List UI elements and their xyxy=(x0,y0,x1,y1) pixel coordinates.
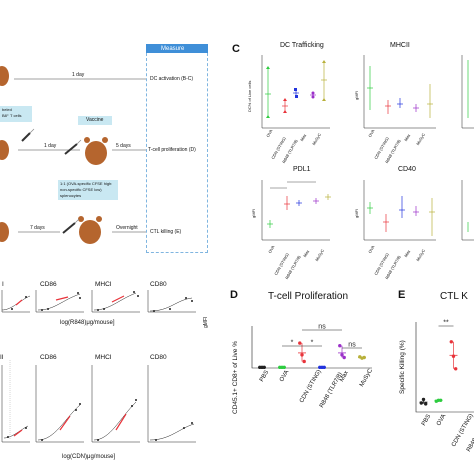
mouse-icon xyxy=(79,220,101,244)
d-plot-marks: * * ns ns xyxy=(251,324,372,370)
panel-c-label: C xyxy=(232,43,240,55)
row3-interval-2: Overnight xyxy=(116,225,138,231)
syringe-icon xyxy=(64,139,82,155)
b-row2-title-1: II xyxy=(0,354,4,361)
significance-label: * xyxy=(311,340,314,347)
c-title-pdl1: PDL1 xyxy=(293,166,311,173)
row2-measure: T-cell proliferation (D) xyxy=(148,147,196,153)
data-point xyxy=(439,398,443,402)
b-row1-title-4: CD80 xyxy=(150,281,167,288)
data-point xyxy=(421,397,426,402)
data-point xyxy=(322,365,326,370)
measure-column-border xyxy=(146,53,208,253)
data-point xyxy=(424,402,428,406)
c-title-cd40: CD40 xyxy=(398,166,416,173)
mouse-icon xyxy=(85,141,107,165)
data-point xyxy=(342,355,346,360)
b-row2-title-2: CD86 xyxy=(40,354,57,361)
data-point xyxy=(302,359,306,364)
row2-interval-1: 1 day xyxy=(44,143,57,149)
d-title: T-cell Proliferation xyxy=(268,291,349,302)
data-point xyxy=(362,355,366,360)
b-row2-title-3: MHCI xyxy=(95,354,112,361)
significance-label: * xyxy=(291,340,294,347)
c-title-trafficking: DC Trafficking xyxy=(280,42,324,49)
data-point xyxy=(454,367,458,371)
b-row2-xlabel: log(CDN)μg/mouse] xyxy=(62,454,116,460)
row3-note-2: non-specific CFSE low) xyxy=(60,187,102,192)
e-title: CTL K xyxy=(440,291,468,302)
row1-interval: 1 day xyxy=(72,72,85,78)
vaccine-box xyxy=(78,116,112,125)
significance-label: ns xyxy=(348,342,356,349)
row2-note-2: B8⁺ T cells xyxy=(2,113,22,118)
b-row1-title-1: I xyxy=(2,281,4,288)
data-point xyxy=(451,354,456,358)
row3-note-3: splenocytes xyxy=(60,193,82,198)
row3-note-1: 1:1 (OVA-specific CFSE high: xyxy=(60,181,113,186)
mouse-icon xyxy=(0,222,9,242)
b-row1-title-3: MHCI xyxy=(95,281,112,288)
axis-line xyxy=(251,326,372,369)
measure-header: Measure xyxy=(161,46,185,52)
panel-e-label: E xyxy=(398,289,406,301)
c-title-mhcii: MHCII xyxy=(390,42,410,49)
row2-note-1: beled xyxy=(2,107,12,112)
b-row2-title-4: CD80 xyxy=(150,354,167,361)
row3-measure: CTL killing (E) xyxy=(150,229,182,235)
syringe-icon xyxy=(21,128,35,142)
significance-label: ns xyxy=(318,324,326,331)
vaccine-label: Vaccine xyxy=(86,117,104,123)
row2-note-box xyxy=(0,106,32,122)
row3-note-box xyxy=(58,180,118,200)
e-plot-marks: ** xyxy=(415,320,474,413)
data-point xyxy=(298,341,302,345)
row3-interval-1: 7 days xyxy=(30,225,45,231)
data-point xyxy=(340,353,344,357)
axis-line xyxy=(415,322,474,413)
b-row1-title-2: CD86 xyxy=(40,281,57,288)
data-point xyxy=(282,365,286,370)
b-row1-xlabel: log(R848)μg/mouse] xyxy=(60,320,115,326)
data-point xyxy=(262,365,266,370)
data-point xyxy=(419,401,423,405)
data-point xyxy=(300,353,304,357)
mouse-icon xyxy=(0,140,9,160)
row1-measure: DC activation (B-C) xyxy=(150,76,194,82)
row2-interval-2: 5 days xyxy=(116,143,131,149)
measure-header-box xyxy=(146,44,208,53)
panel-d-label: D xyxy=(230,289,238,301)
data-point xyxy=(338,343,342,348)
significance-label: ** xyxy=(443,320,449,327)
syringe-icon xyxy=(62,218,80,234)
mouse-icon xyxy=(0,66,9,86)
data-point xyxy=(449,340,453,344)
